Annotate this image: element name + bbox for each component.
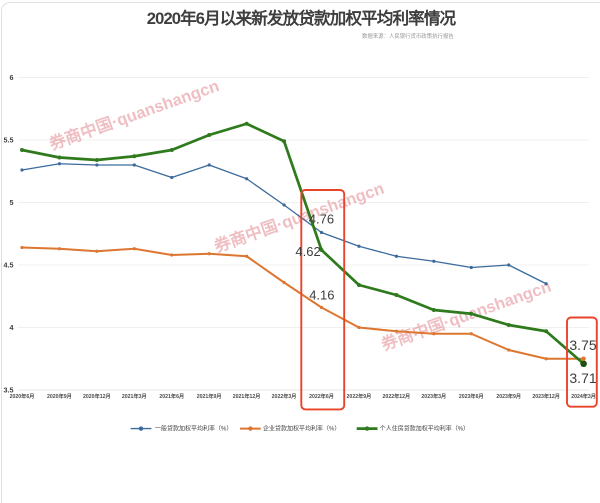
svg-text:4.76: 4.76 [309, 212, 334, 227]
svg-text:2020年9月: 2020年9月 [47, 392, 72, 400]
svg-text:券商中国·quanshangcn: 券商中国·quanshangcn [45, 75, 221, 154]
svg-text:2021年6月: 2021年6月 [159, 392, 184, 400]
svg-text:2022年6月: 2022年6月 [309, 392, 334, 400]
svg-text:2020年12月: 2020年12月 [83, 392, 111, 400]
svg-text:2023年3月: 2023年3月 [421, 392, 446, 400]
svg-text:2022年12月: 2022年12月 [383, 392, 411, 400]
svg-text:2022年9月: 2022年9月 [347, 392, 372, 400]
svg-text:2023年6月: 2023年6月 [459, 392, 484, 400]
svg-text:2022年3月: 2022年3月 [272, 392, 297, 400]
svg-text:4.5: 4.5 [4, 261, 14, 270]
svg-text:4.16: 4.16 [309, 287, 334, 302]
svg-text:3.75: 3.75 [569, 337, 596, 353]
svg-text:2021年9月: 2021年9月 [197, 392, 222, 400]
svg-text:2021年12月: 2021年12月 [233, 392, 261, 400]
svg-text:4.62: 4.62 [295, 244, 320, 259]
svg-text:5: 5 [10, 198, 14, 207]
svg-text:2023年9月: 2023年9月 [496, 392, 521, 400]
svg-text:2024年3月: 2024年3月 [571, 392, 596, 400]
svg-text:券商中国·quanshangcn: 券商中国·quanshangcn [377, 276, 553, 355]
svg-text:企业贷款加权平均利率（%）: 企业贷款加权平均利率（%） [263, 425, 340, 433]
svg-text:2020年6月: 2020年6月 [10, 392, 35, 400]
svg-text:4: 4 [10, 323, 14, 332]
svg-text:6: 6 [10, 73, 14, 82]
svg-text:2023年12月: 2023年12月 [532, 392, 560, 400]
svg-text:个人住房贷款加权平均利率（%）: 个人住房贷款加权平均利率（%） [380, 425, 469, 433]
svg-text:5.5: 5.5 [4, 136, 14, 145]
svg-text:3.5: 3.5 [4, 386, 14, 395]
svg-text:3.71: 3.71 [569, 370, 596, 386]
svg-text:一般贷款加权平均利率（%）: 一般贷款加权平均利率（%） [155, 425, 232, 433]
svg-text:2021年3月: 2021年3月 [122, 392, 147, 400]
